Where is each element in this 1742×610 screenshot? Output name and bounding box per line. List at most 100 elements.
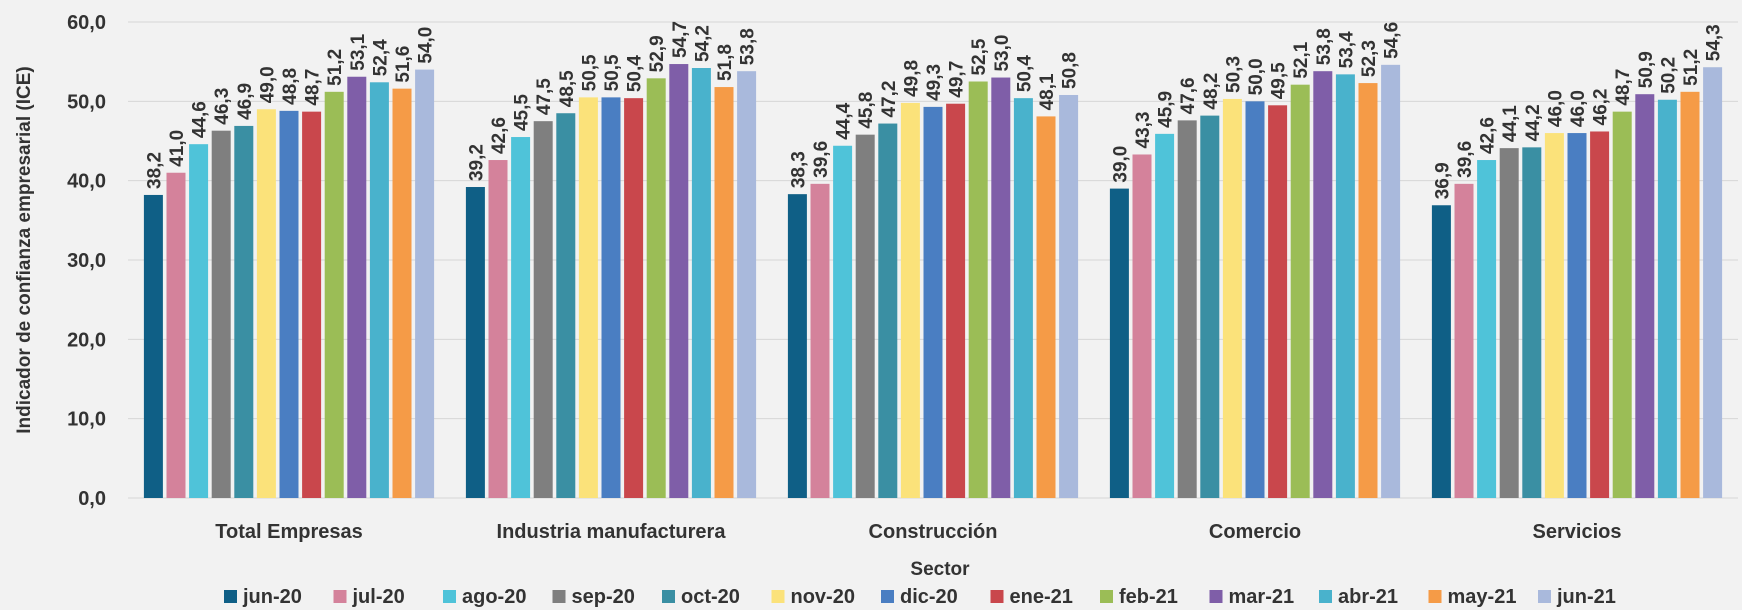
bar xyxy=(1059,94,1079,498)
y-axis-tick-labels: 0,0 10,0 20,0 30,0 40,0 50,0 60,0 xyxy=(67,12,106,510)
bar xyxy=(1290,84,1310,498)
legend-item: ene-21 xyxy=(990,586,1073,608)
data-label: 45,5 xyxy=(512,94,533,131)
legend-swatch xyxy=(443,590,456,603)
data-label: 50,2 xyxy=(1658,57,1679,94)
data-label: 52,9 xyxy=(647,35,668,72)
bar xyxy=(1703,67,1723,498)
legend-label: oct-20 xyxy=(681,586,740,608)
legend-swatch xyxy=(1319,590,1332,603)
bar xyxy=(1680,91,1700,499)
bar xyxy=(810,183,830,498)
bar xyxy=(347,76,367,499)
data-label: 52,4 xyxy=(370,39,391,76)
data-label: 50,4 xyxy=(1014,55,1035,92)
bar xyxy=(256,109,276,499)
bar xyxy=(1544,133,1564,499)
bar xyxy=(369,82,389,498)
legend-item: jun-20 xyxy=(224,586,302,608)
bar xyxy=(189,144,209,498)
data-label: 48,7 xyxy=(1613,69,1634,106)
data-label: 51,2 xyxy=(325,49,346,86)
data-label: 48,8 xyxy=(280,68,301,105)
bar xyxy=(1612,111,1632,498)
bar xyxy=(1590,131,1610,499)
category-label: Construcción xyxy=(869,521,998,543)
bar xyxy=(1335,74,1355,499)
bar xyxy=(1477,160,1497,499)
bar xyxy=(211,130,231,499)
data-label: 47,2 xyxy=(879,81,900,118)
category-label: Total Empresas xyxy=(215,521,362,543)
legend-label: ene-21 xyxy=(1010,586,1073,608)
data-label: 50,9 xyxy=(1636,51,1657,88)
y-tick-label: 40,0 xyxy=(67,171,106,193)
x-axis-title: Sector xyxy=(910,559,970,580)
bar xyxy=(646,78,666,499)
category-label: Servicios xyxy=(1533,521,1622,543)
y-tick-label: 60,0 xyxy=(67,12,106,34)
data-label: 51,6 xyxy=(393,46,414,83)
legend-item: may-21 xyxy=(1428,586,1516,608)
data-label: 48,7 xyxy=(303,69,324,106)
bar xyxy=(556,113,576,498)
legend-label: abr-21 xyxy=(1338,586,1398,608)
category-label: Industria manufacturera xyxy=(497,521,727,543)
bar xyxy=(166,172,186,498)
y-tick-label: 50,0 xyxy=(67,91,106,113)
data-label: 42,6 xyxy=(1478,117,1499,154)
legend-swatch xyxy=(771,590,785,603)
legend-swatch xyxy=(1428,590,1442,603)
data-label: 44,4 xyxy=(834,102,855,139)
legend-swatch xyxy=(990,590,1004,603)
data-label: 46,3 xyxy=(212,88,233,125)
bar xyxy=(1358,83,1378,498)
bar xyxy=(833,145,853,498)
legend: jun-20 jul-20 ago-20 sep-20 oct-20 nov-20 dic-… xyxy=(224,586,1616,608)
bar xyxy=(878,123,898,499)
bar xyxy=(488,160,508,499)
bar xyxy=(1381,64,1401,498)
data-label: 39,6 xyxy=(1455,141,1476,178)
data-label: 45,8 xyxy=(856,92,877,129)
data-label: 50,3 xyxy=(1223,56,1244,93)
data-label: 54,3 xyxy=(1704,24,1725,61)
data-label: 54,7 xyxy=(670,21,691,58)
legend-swatch xyxy=(552,590,566,603)
data-label: 53,0 xyxy=(992,35,1013,72)
bar xyxy=(143,194,163,499)
data-label: 54,6 xyxy=(1382,22,1403,59)
data-label: 53,1 xyxy=(348,33,369,70)
legend-swatch xyxy=(1538,590,1551,603)
x-axis-category-labels: Total Empresas Industria manufacturera Con… xyxy=(215,521,1621,543)
bar xyxy=(900,102,920,499)
bar xyxy=(1268,105,1288,499)
data-label: 53,4 xyxy=(1336,31,1357,68)
bar xyxy=(1222,98,1242,498)
bar xyxy=(714,87,734,498)
bar xyxy=(1567,133,1587,499)
legend-label: ago-20 xyxy=(462,586,526,608)
bar xyxy=(1657,99,1677,498)
bar xyxy=(923,106,943,499)
bar xyxy=(1013,98,1033,498)
data-label: 42,6 xyxy=(489,117,510,154)
legend-label: sep-20 xyxy=(572,586,635,608)
bar xyxy=(1454,183,1474,498)
legend-label: jul-20 xyxy=(352,586,405,608)
bar xyxy=(465,187,485,498)
legend-label: dic-20 xyxy=(900,586,958,608)
data-label: 48,5 xyxy=(557,70,578,107)
bar xyxy=(1036,116,1056,498)
data-label: 45,9 xyxy=(1156,91,1177,128)
data-label: 49,8 xyxy=(901,60,922,97)
legend-swatch xyxy=(662,590,675,603)
data-label: 49,7 xyxy=(947,61,968,98)
data-label: 44,6 xyxy=(190,101,211,138)
bar xyxy=(1132,154,1152,498)
legend-item: abr-21 xyxy=(1319,586,1398,608)
data-label: 53,8 xyxy=(738,28,759,65)
bar xyxy=(1635,94,1655,499)
data-label: 50,0 xyxy=(1246,58,1267,95)
bar xyxy=(787,194,807,499)
